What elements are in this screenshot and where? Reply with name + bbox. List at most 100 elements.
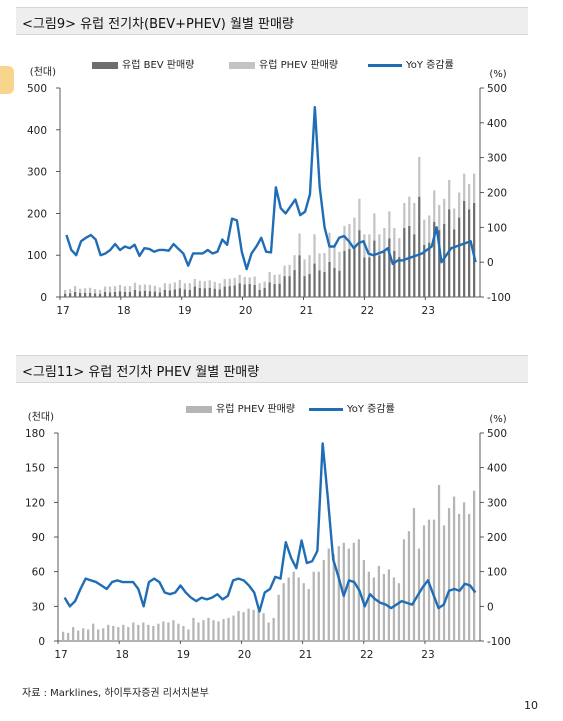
phev-bar [248, 277, 251, 285]
x-tick-label: 23 [422, 305, 435, 317]
bev-bar [188, 289, 191, 297]
phev-bar [93, 289, 97, 294]
right-tick-label: 0 [487, 257, 494, 269]
bev-bar [378, 255, 381, 297]
bev-bar [388, 238, 391, 297]
phev-bar [263, 281, 266, 288]
bev-bar [208, 287, 211, 297]
phev-bar [273, 274, 276, 285]
phev-bar [142, 622, 145, 641]
x-tick-label: 19 [178, 305, 191, 317]
phev-bar [423, 219, 426, 245]
phev-bar [312, 571, 315, 641]
phev-bar [108, 286, 112, 293]
phev-bar [148, 284, 152, 292]
phev-bar [88, 287, 92, 293]
bev-bar [258, 289, 261, 297]
bev-bar [358, 230, 361, 297]
legend-item-yoy: YoY 증감률 [309, 400, 395, 415]
phev-bar [262, 613, 265, 641]
phev-bar [257, 610, 260, 641]
phev-bar [448, 179, 451, 210]
phev-bar [472, 490, 476, 641]
right-tick-label: 300 [487, 497, 507, 509]
x-tick-label: 17 [54, 649, 67, 661]
phev-bar [252, 609, 255, 641]
phev-bar [393, 228, 396, 252]
phev-bar [373, 213, 376, 241]
phev-bar [152, 625, 155, 641]
phev-bar [98, 289, 102, 294]
bev-bar [323, 271, 326, 297]
phev-bar [67, 632, 70, 641]
phev-bar [127, 627, 130, 641]
bev-bar [418, 196, 421, 297]
phev-bar [333, 244, 336, 268]
bev-bar [233, 285, 236, 297]
phev-bar [313, 234, 316, 264]
right-tick-label: 100 [487, 222, 507, 234]
bev-bar [143, 290, 147, 297]
phev-bar [77, 630, 80, 641]
bev-bar [198, 287, 201, 297]
phev-bar [433, 190, 436, 222]
yoy-line [65, 105, 477, 271]
phev-bar [457, 513, 461, 641]
phev-bar [197, 622, 200, 641]
phev-bar [207, 617, 210, 641]
source-note: 자료 : Marklines, 하이투자증권 리서치본부 [22, 688, 209, 699]
phev-bar [243, 276, 246, 285]
bev-bar [78, 292, 82, 297]
bev-bar [133, 289, 137, 297]
phev-bar [168, 283, 171, 291]
right-axis-unit: (%) [489, 414, 506, 425]
phev-bar [463, 173, 466, 201]
phev-bar [213, 281, 216, 289]
phev-bar [287, 577, 290, 641]
bev-bar [123, 291, 127, 297]
x-tick-label: 19 [177, 649, 190, 661]
phev-bar [308, 255, 311, 275]
bev-bar [438, 230, 441, 297]
bev-bar [113, 291, 117, 297]
phev-bar [117, 627, 120, 641]
bev-bar [368, 257, 371, 297]
phev-bar [192, 617, 195, 641]
x-tick-label: 20 [239, 305, 252, 317]
x-tick-label: 23 [421, 649, 434, 661]
phev-bar [283, 265, 286, 277]
phev-bar [307, 589, 310, 641]
x-tick-label: 21 [300, 305, 313, 317]
phev-bar [447, 508, 451, 641]
bev-bar [453, 229, 456, 297]
phev-bar [382, 573, 386, 641]
phev-bar [198, 280, 201, 288]
bev-bar [88, 292, 92, 297]
phev-bar [187, 629, 190, 641]
phev-bar [137, 624, 140, 641]
phev-bar [123, 286, 127, 292]
figure1-chart: (천대) (%) 0 100 200 300 400 500 -100 0 100 200 300 400… [27, 66, 511, 317]
phev-bar [87, 629, 90, 641]
phev-bar [188, 283, 191, 290]
phev-bar [442, 525, 446, 641]
phev-bar [162, 621, 165, 641]
phev-bar [103, 286, 107, 292]
bev-bar [473, 202, 476, 297]
phev-bar [78, 288, 82, 293]
phev-bar [64, 289, 67, 294]
x-tick-label: 21 [299, 649, 312, 661]
phev-bar [337, 546, 340, 641]
phev-bar [403, 202, 406, 229]
bev-bar [163, 289, 166, 297]
phev-bar [132, 622, 135, 641]
x-tick-label: 18 [117, 305, 130, 317]
phev-bar [468, 184, 471, 210]
bev-bar [393, 251, 396, 297]
right-tick-label: 500 [487, 83, 507, 95]
bev-bar [408, 225, 411, 297]
phev-bar [348, 223, 351, 249]
phev-bar [267, 622, 270, 641]
phev-bar [102, 628, 105, 641]
bev-bar [173, 289, 176, 297]
